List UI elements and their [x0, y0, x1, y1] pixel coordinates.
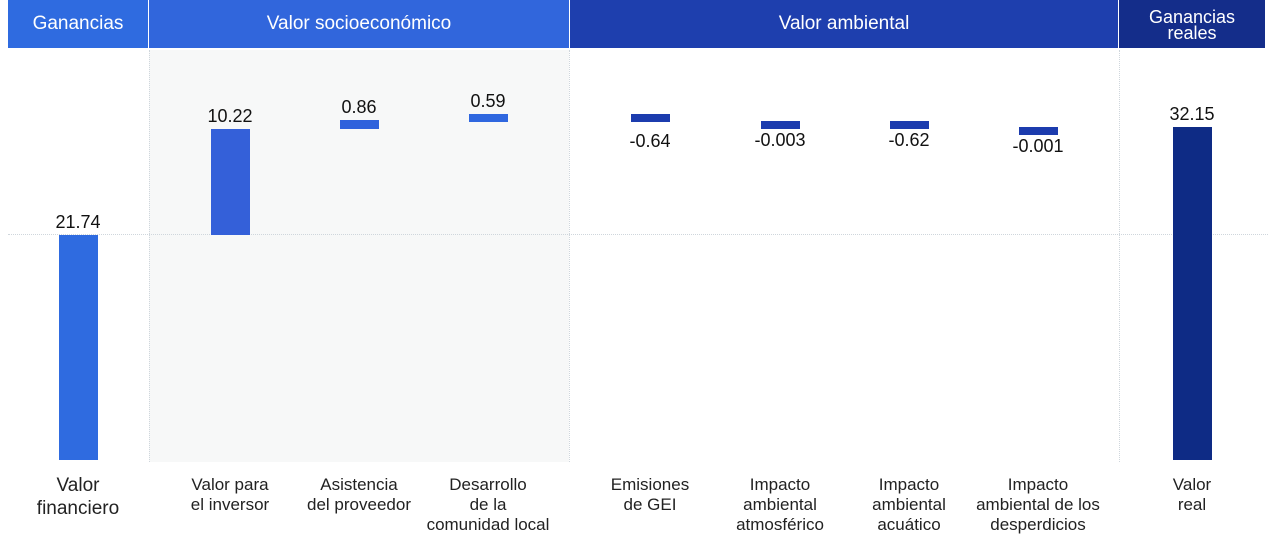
- bar-1: [210, 129, 250, 235]
- header-valor-socioeconomico: Valor socioeconómico: [149, 0, 569, 48]
- category-label-8: Valor real: [1172, 475, 1212, 514]
- bar-8: [1172, 127, 1212, 460]
- category-label-4: Emisiones de GEI: [610, 475, 690, 514]
- reference-line: [8, 234, 1268, 235]
- category-label-6: Impacto ambiental acuático: [872, 475, 946, 534]
- value-label-0: 21.74: [55, 211, 101, 232]
- bar-0: [58, 234, 98, 460]
- bar-3: [468, 114, 508, 123]
- bar-7: [1018, 127, 1058, 136]
- bar-5: [760, 120, 800, 129]
- header-ganancias: Ganancias: [8, 0, 148, 48]
- value-label-7: -0.001: [1012, 136, 1064, 157]
- section-divider: [149, 50, 150, 462]
- category-label-3: Desarrollo de la comunidad local: [426, 475, 550, 534]
- value-label-5: -0.003: [754, 129, 806, 150]
- category-label-5: Impacto ambiental atmosférico: [736, 475, 824, 534]
- header-ganancias-reales-label: Ganancias reales: [1148, 7, 1236, 43]
- value-label-4: -0.64: [629, 131, 671, 152]
- value-label-8: 32.15: [1169, 104, 1215, 125]
- bar-4: [630, 114, 670, 123]
- bar-6: [889, 120, 929, 129]
- category-label-1: Valor para el inversor: [190, 475, 270, 514]
- section-divider: [569, 50, 570, 462]
- category-label-2: Asistencia del proveedor: [307, 475, 411, 514]
- bar-2: [339, 120, 379, 130]
- value-label-2: 0.86: [341, 97, 377, 118]
- category-label-7: Impacto ambiental de los desperdicios: [976, 475, 1100, 534]
- category-label-0: Valor financiero: [36, 475, 120, 519]
- header-ganancias-reales: Ganancias reales: [1119, 0, 1265, 48]
- value-label-6: -0.62: [888, 129, 930, 150]
- header-valor-ambiental: Valor ambiental: [570, 0, 1118, 48]
- value-label-1: 10.22: [207, 106, 253, 127]
- value-label-3: 0.59: [470, 91, 506, 112]
- section-divider: [1119, 50, 1120, 462]
